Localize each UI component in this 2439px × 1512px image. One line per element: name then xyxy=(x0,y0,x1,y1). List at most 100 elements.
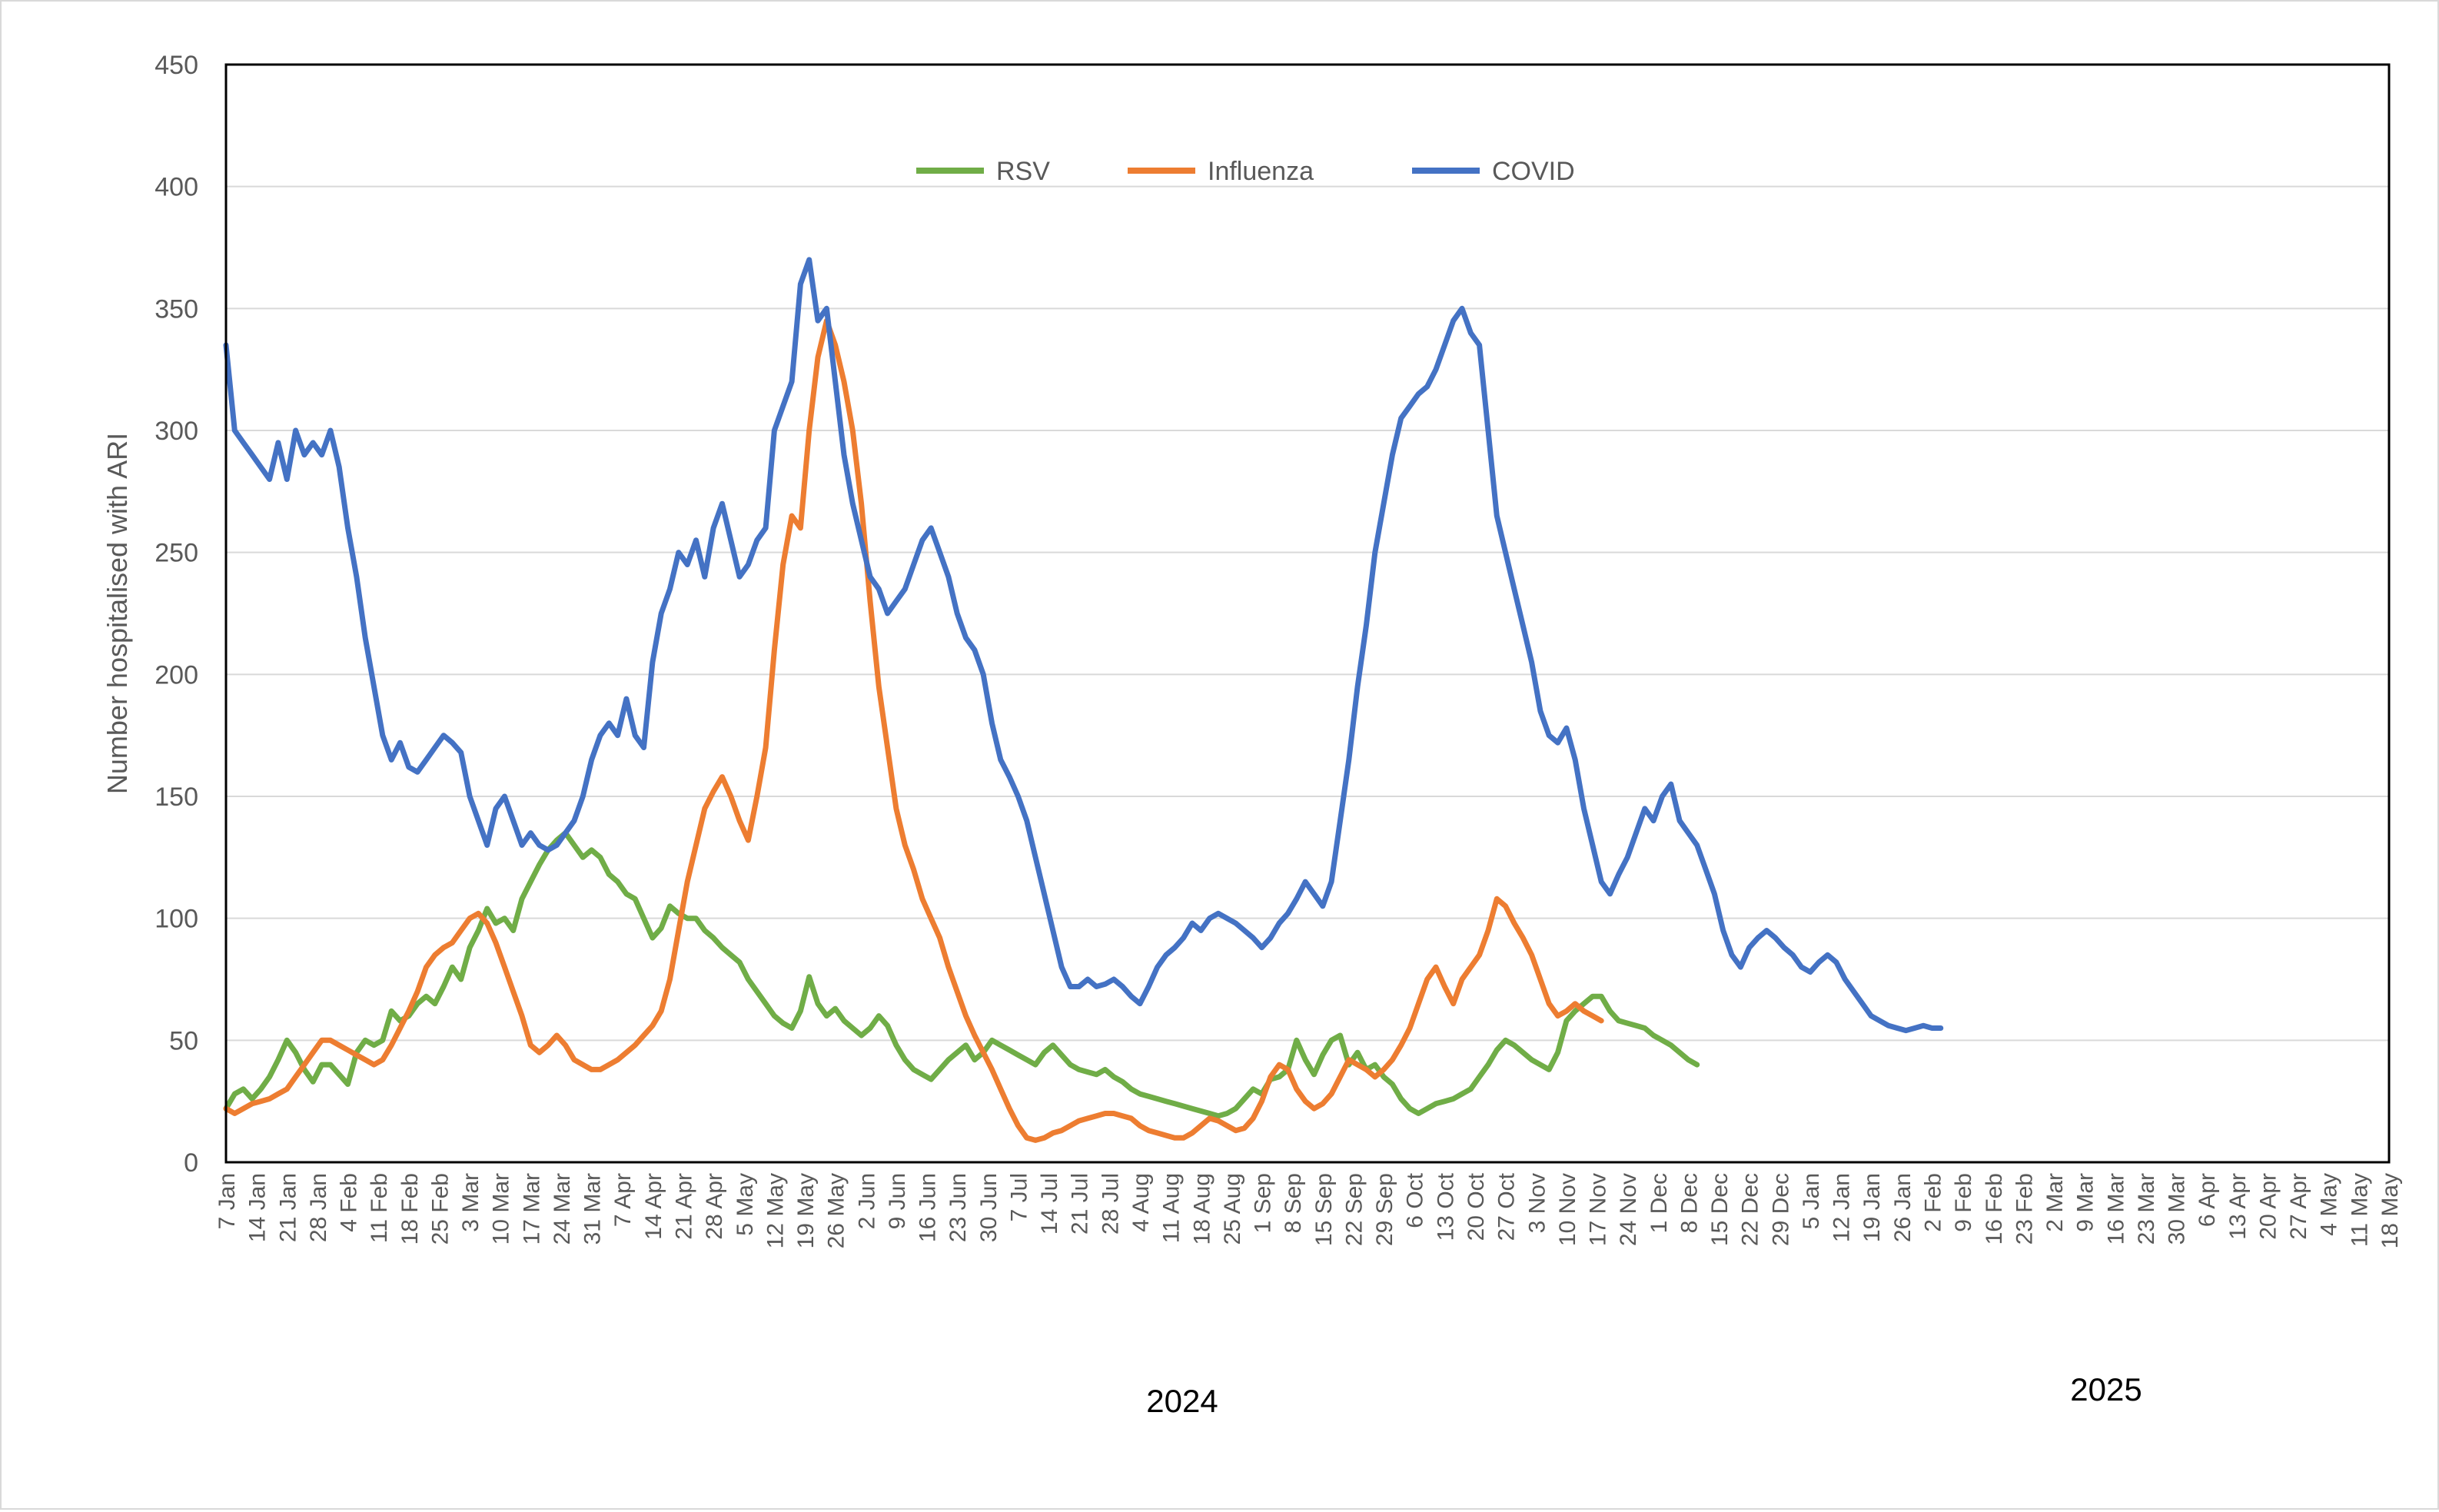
x-tick-label: 24 Nov xyxy=(1616,1173,1641,1246)
y-axis-title: Number hospitalised with ARI xyxy=(101,433,133,794)
year-labels: 2024 2025 xyxy=(1146,1371,2142,1419)
x-tick-label: 31 Mar xyxy=(580,1173,606,1244)
x-tick-label: 18 May xyxy=(2378,1173,2403,1248)
x-tick-label: 19 May xyxy=(793,1173,819,1248)
x-tick-label: 27 Apr xyxy=(2286,1173,2311,1240)
x-tick-label: 13 Oct xyxy=(1433,1172,1458,1241)
plot-border xyxy=(224,63,2391,1164)
x-tick-label: 21 Jul xyxy=(1068,1173,1093,1235)
x-tick-label: 18 Aug xyxy=(1189,1173,1215,1244)
x-tick-label: 13 Apr xyxy=(2225,1173,2251,1240)
x-tick-label: 25 Aug xyxy=(1220,1173,1245,1244)
y-tick-label: 200 xyxy=(155,660,198,690)
x-tick-label: 2 Feb xyxy=(1920,1173,1946,1232)
x-tick-label: 23 Jun xyxy=(945,1173,971,1242)
x-tick-label: 4 May xyxy=(2317,1173,2342,1236)
x-tick-label: 28 Apr xyxy=(702,1173,727,1240)
legend-label-covid: COVID xyxy=(1492,157,1575,186)
x-tick-label: 11 Aug xyxy=(1159,1173,1185,1243)
series-lines xyxy=(223,257,1944,1143)
x-tick-label: 20 Apr xyxy=(2255,1173,2281,1240)
x-tick-label: 2 Mar xyxy=(2042,1173,2068,1232)
x-tick-label: 9 Jun xyxy=(885,1173,910,1229)
series-line-covid xyxy=(223,257,1944,1034)
x-tick-label: 22 Sep xyxy=(1341,1173,1367,1246)
x-tick-label: 12 Jan xyxy=(1829,1173,1855,1242)
x-tick-label: 30 Jun xyxy=(976,1173,1002,1242)
x-tick-label: 27 Oct xyxy=(1494,1172,1520,1241)
x-tick-label: 30 Mar xyxy=(2165,1173,2190,1244)
x-tick-label: 7 Jan xyxy=(214,1173,240,1229)
x-tick-label: 8 Dec xyxy=(1676,1173,1702,1233)
x-tick-label: 5 May xyxy=(733,1173,758,1236)
x-tick-label: 16 Feb xyxy=(1982,1173,2007,1244)
gridlines xyxy=(226,64,2389,1042)
x-tick-label: 15 Sep xyxy=(1311,1173,1337,1246)
x-tick-label: 16 Mar xyxy=(2103,1173,2128,1244)
y-tick-label: 50 xyxy=(169,1026,198,1055)
x-tick-label: 25 Feb xyxy=(427,1173,453,1244)
x-tick-label: 9 Feb xyxy=(1951,1173,1976,1232)
x-tick-label: 19 Jan xyxy=(1859,1173,1885,1242)
x-tick-label: 28 Jul xyxy=(1098,1173,1123,1235)
year-label: 2025 xyxy=(2070,1371,2142,1407)
x-tick-label: 20 Oct xyxy=(1464,1172,1489,1241)
x-tick-label: 3 Mar xyxy=(458,1173,483,1232)
year-label: 2024 xyxy=(1146,1383,1218,1419)
x-tick-label: 14 Jul xyxy=(1037,1173,1062,1235)
x-tick-label: 17 Nov xyxy=(1586,1173,1611,1246)
x-tick-label: 11 Feb xyxy=(367,1173,392,1243)
x-tick-label: 6 Apr xyxy=(2195,1173,2220,1227)
x-tick-label: 14 Apr xyxy=(641,1173,666,1240)
x-tick-label: 23 Mar xyxy=(2134,1173,2159,1244)
x-tick-label: 8 Sep xyxy=(1281,1173,1306,1233)
x-tick-label: 1 Dec xyxy=(1646,1173,1672,1233)
x-tick-label: 26 May xyxy=(824,1173,849,1248)
x-tick-label: 21 Jan xyxy=(275,1173,301,1242)
y-tick-label: 100 xyxy=(155,905,198,934)
x-tick-label: 15 Dec xyxy=(1707,1173,1733,1246)
y-tick-label: 150 xyxy=(155,783,198,812)
x-tick-label: 11 May xyxy=(2347,1173,2372,1247)
y-tick-label: 400 xyxy=(155,173,198,202)
x-tick-label: 1 Sep xyxy=(1251,1173,1276,1233)
series-line-rsv xyxy=(223,830,1700,1119)
x-tick-label: 24 Mar xyxy=(550,1173,575,1244)
y-tick-label: 250 xyxy=(155,539,198,568)
legend-label-rsv: RSV xyxy=(996,157,1050,186)
x-axis-ticks: 7 Jan 14 Jan 21 Jan 28 Jan 4 Feb 11 Feb 18 Feb… xyxy=(214,1172,2403,1248)
x-tick-label: 18 Feb xyxy=(397,1173,423,1244)
x-tick-label: 6 Oct xyxy=(1403,1172,1428,1228)
x-tick-label: 9 Mar xyxy=(2073,1173,2098,1232)
x-tick-label: 12 May xyxy=(763,1173,788,1248)
x-tick-label: 28 Jan xyxy=(306,1173,331,1242)
x-tick-label: 29 Sep xyxy=(1372,1173,1397,1246)
x-tick-label: 10 Nov xyxy=(1555,1173,1580,1246)
x-tick-label: 29 Dec xyxy=(1768,1173,1793,1246)
x-tick-label: 17 Mar xyxy=(519,1173,544,1244)
x-tick-label: 22 Dec xyxy=(1738,1173,1763,1246)
legend: RSV Influenza COVID xyxy=(916,157,1575,186)
y-tick-label: 0 xyxy=(184,1148,198,1178)
x-tick-label: 3 Nov xyxy=(1524,1173,1550,1233)
x-tick-label: 2 Jun xyxy=(854,1173,879,1229)
y-axis-ticks: 0 50 100 150 200 250 300 350 400 450 xyxy=(155,51,198,1178)
x-tick-label: 14 Jan xyxy=(245,1173,271,1242)
x-tick-label: 16 Jun xyxy=(915,1173,941,1242)
x-tick-label: 23 Feb xyxy=(2012,1173,2037,1244)
x-tick-label: 26 Jan xyxy=(1890,1173,1916,1242)
y-tick-label: 450 xyxy=(155,51,198,80)
x-tick-label: 7 Jul xyxy=(1006,1173,1032,1221)
x-tick-label: 10 Mar xyxy=(489,1173,514,1244)
legend-label-influenza: Influenza xyxy=(1208,157,1314,186)
y-tick-label: 300 xyxy=(155,417,198,446)
x-tick-label: 5 Jan xyxy=(1799,1173,1824,1229)
x-tick-label: 21 Apr xyxy=(672,1173,697,1240)
series-line-influenza xyxy=(223,317,1604,1143)
x-tick-label: 7 Apr xyxy=(610,1173,636,1227)
x-tick-label: 4 Aug xyxy=(1128,1173,1154,1232)
x-tick-label: 4 Feb xyxy=(337,1173,362,1232)
y-tick-label: 350 xyxy=(155,294,198,324)
